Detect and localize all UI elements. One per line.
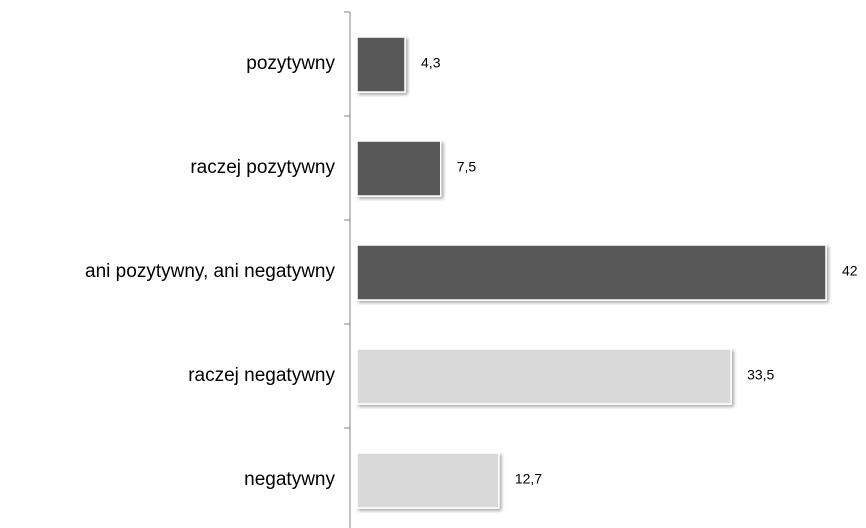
- value-label: 42: [842, 263, 858, 279]
- bar: [356, 348, 732, 405]
- bar: [356, 140, 442, 197]
- value-label: 33,5: [747, 367, 774, 383]
- value-label: 7,5: [457, 159, 477, 175]
- bar: [356, 452, 500, 509]
- value-label: 12,7: [515, 471, 542, 487]
- category-label: negatywny: [244, 469, 335, 490]
- bar: [356, 244, 827, 301]
- category-label: raczej negatywny: [188, 365, 335, 386]
- category-label: raczej pozytywny: [190, 157, 335, 178]
- bar: [356, 36, 406, 93]
- category-label: ani pozytywny, ani negatywny: [85, 261, 335, 282]
- value-label: 4,3: [421, 55, 441, 71]
- category-label: pozytywny: [246, 53, 335, 74]
